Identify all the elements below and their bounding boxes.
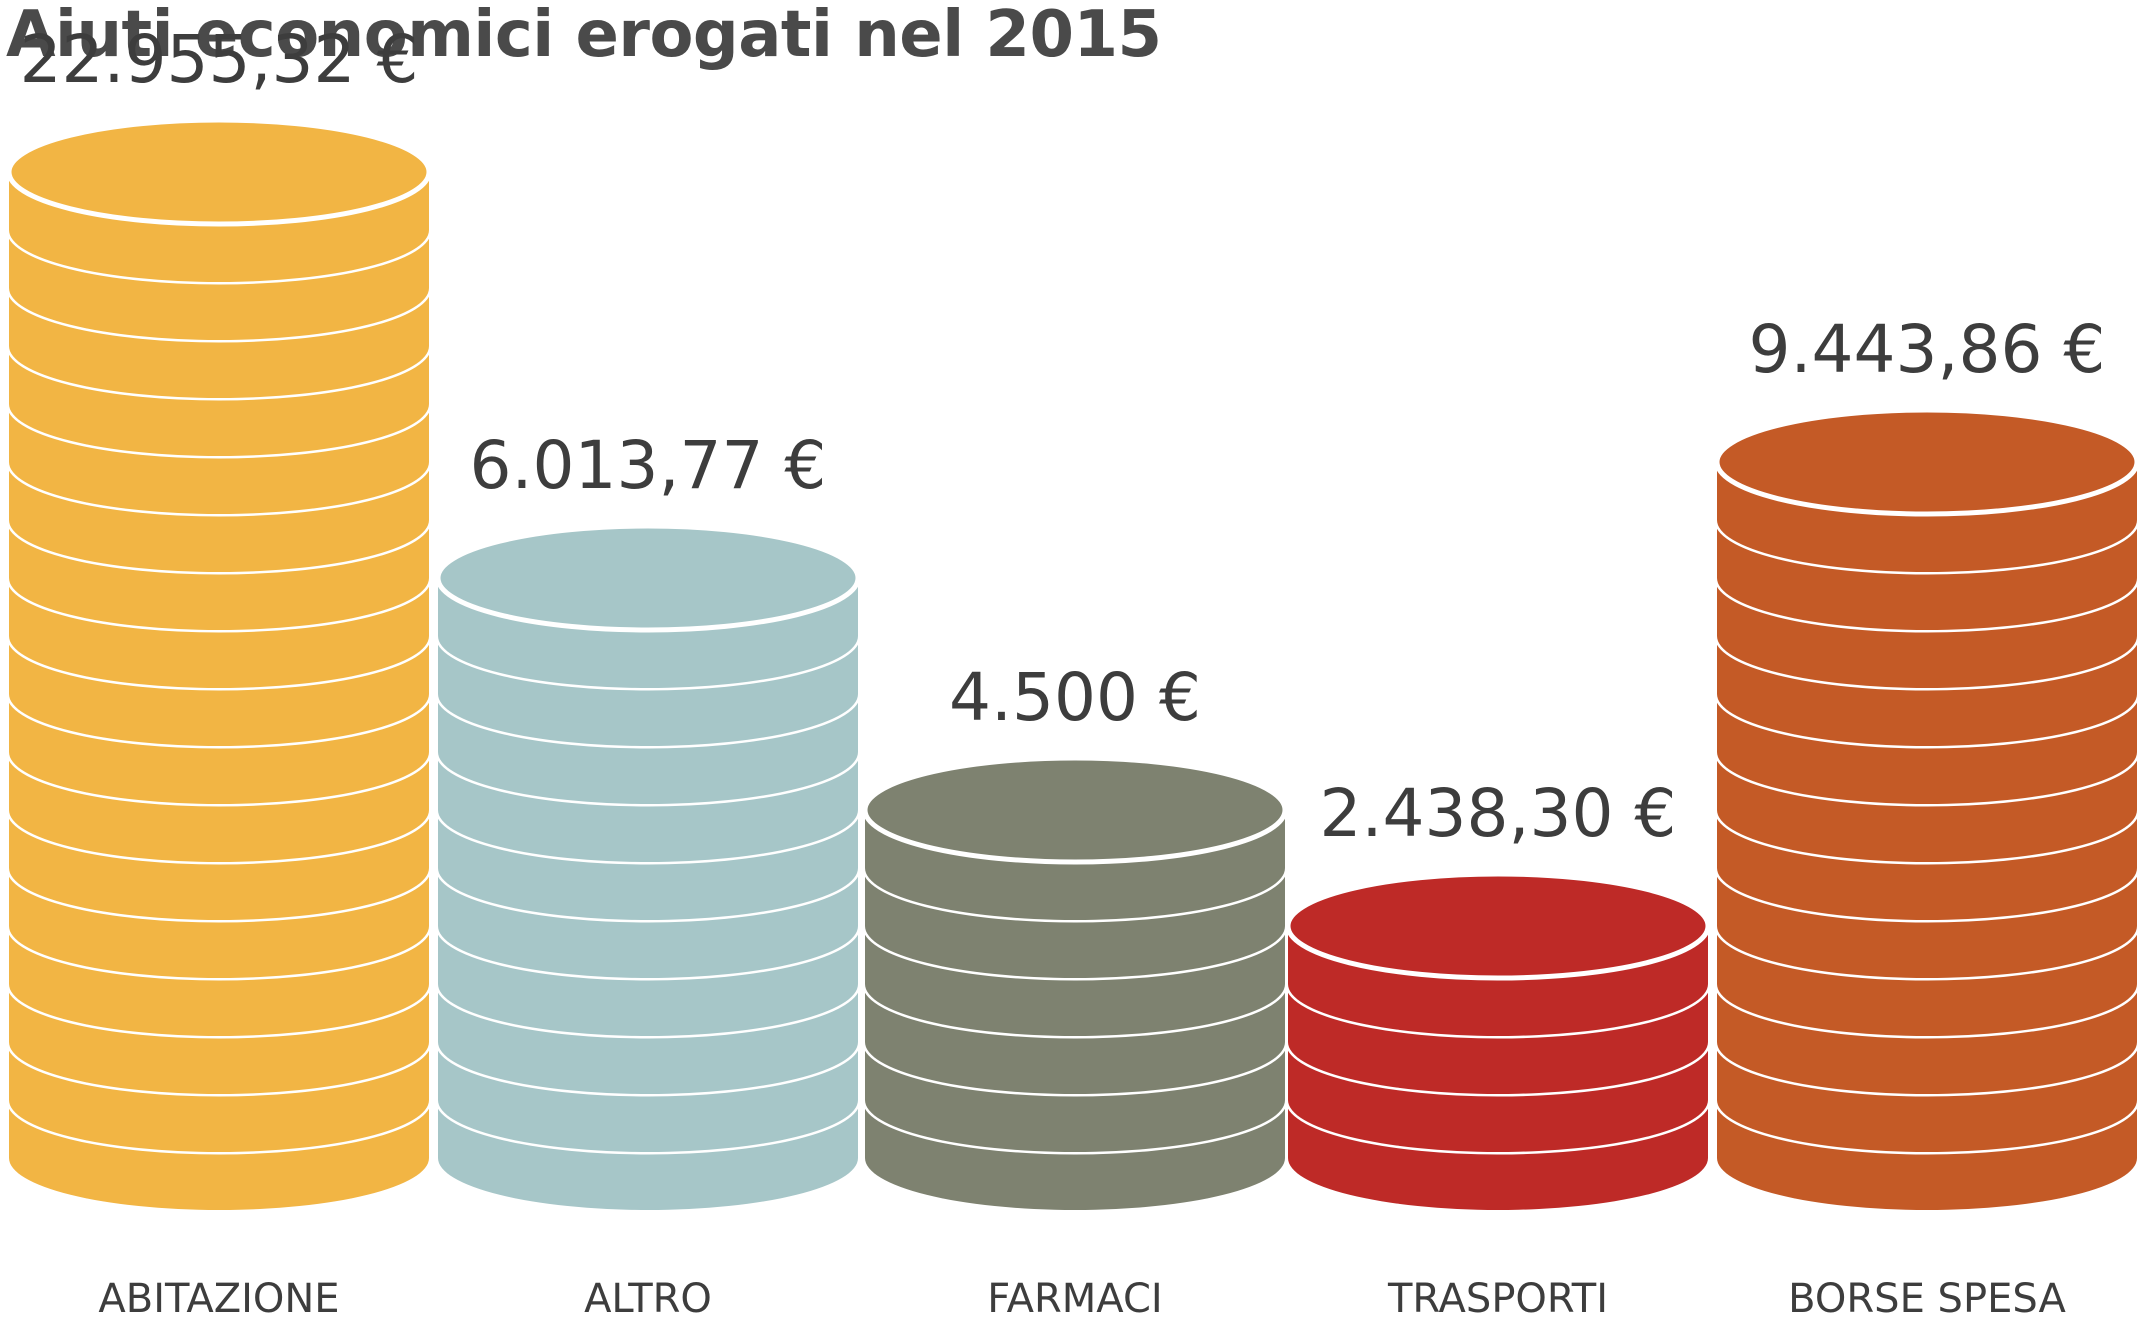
coin-stack-farmaci — [862, 755, 1288, 1210]
chart-title: Aiuti economici erogati nel 2015 — [6, 0, 1162, 72]
coin-face — [1714, 407, 2140, 517]
coin-stack-abitazione — [6, 117, 432, 1210]
coin-stack-trasporti — [1285, 871, 1711, 1210]
coin-stack-altro — [435, 523, 861, 1210]
coin-face — [6, 117, 432, 227]
coin-face — [1285, 871, 1711, 981]
value-label: 22.955,32 € — [20, 21, 419, 98]
value-label: 2.438,30 € — [1320, 775, 1677, 852]
category-label: FARMACI — [987, 1276, 1162, 1322]
coin-face — [862, 755, 1288, 865]
category-label: ALTRO — [584, 1276, 712, 1322]
value-label: 4.500 € — [949, 659, 1201, 736]
value-label: 9.443,86 € — [1749, 311, 2106, 388]
category-label: ABITAZIONE — [98, 1276, 339, 1322]
category-label: BORSE SPESA — [1788, 1276, 2066, 1322]
category-label: TRASPORTI — [1387, 1276, 1608, 1322]
coin-stack-borse-spesa — [1714, 407, 2140, 1210]
coin-face — [435, 523, 861, 633]
value-label: 6.013,77 € — [470, 427, 827, 504]
